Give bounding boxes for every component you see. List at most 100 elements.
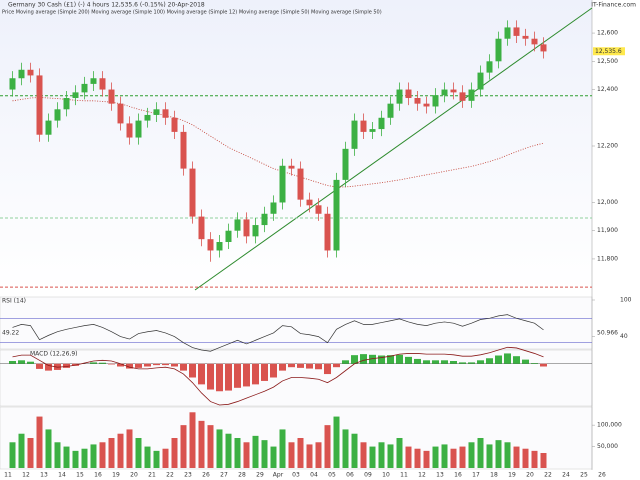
- volume-bar: [72, 450, 79, 468]
- volume-bar: [378, 442, 385, 468]
- macd-bar: [9, 361, 16, 364]
- macd-bar: [216, 363, 223, 392]
- volume-bar: [324, 425, 331, 468]
- volume-bar: [27, 438, 34, 468]
- x-tick-label: 20: [130, 472, 138, 479]
- x-tick-label: 17: [472, 472, 480, 479]
- candle-body: [486, 61, 493, 73]
- volume-bar: [90, 444, 97, 468]
- candle-body: [423, 103, 430, 107]
- candle-body: [117, 103, 124, 124]
- volume-bar: [333, 416, 340, 468]
- volume-bar: [126, 429, 133, 468]
- y-tick-label: 100,000: [597, 422, 622, 429]
- candle-body: [297, 168, 304, 200]
- volume-bar: [477, 438, 484, 468]
- candle-body: [270, 202, 277, 214]
- macd-bar: [90, 362, 97, 364]
- macd-bar: [396, 354, 403, 364]
- macd-bar: [333, 363, 340, 368]
- macd-bar: [99, 362, 106, 364]
- volume-bar: [252, 435, 259, 468]
- x-tick-label: 12: [22, 472, 30, 479]
- candle-body: [522, 35, 529, 39]
- x-tick-label: 03: [292, 472, 300, 479]
- macd-bar: [531, 363, 538, 364]
- volume-bar: [279, 429, 286, 468]
- candle-body: [342, 148, 349, 180]
- x-tick-label: 25: [580, 472, 588, 479]
- chart-title: Germany 30 Cash (£1) (-) 4 hours 12,535.…: [8, 2, 205, 9]
- volume-bar: [207, 425, 214, 468]
- candle-body: [531, 38, 538, 45]
- candle-body: [504, 27, 511, 39]
- price-panel: [0, 0, 592, 292]
- candle-body: [171, 117, 178, 132]
- macd-bar: [360, 354, 367, 364]
- macd-bar: [18, 360, 25, 364]
- macd-bar: [252, 363, 259, 385]
- x-tick-label: 13: [436, 472, 444, 479]
- candle-body: [324, 213, 331, 251]
- macd-panel: [0, 349, 593, 407]
- x-tick-label: 09: [364, 472, 372, 479]
- candle-body: [54, 109, 61, 121]
- moving-average: [12, 97, 544, 188]
- macd-bar: [513, 356, 520, 364]
- candle-body: [540, 44, 547, 52]
- macd-bar: [171, 363, 178, 367]
- x-tick-label: 26: [598, 472, 606, 479]
- macd-bar: [189, 363, 196, 378]
- macd-bar: [135, 363, 142, 368]
- macd-bar: [225, 363, 232, 391]
- candle-body: [126, 123, 133, 138]
- macd-bar: [126, 363, 133, 369]
- x-tick-label: 29: [256, 472, 264, 479]
- x-tick-label: 11: [400, 472, 408, 479]
- candle-body: [378, 117, 385, 130]
- candle-body: [333, 179, 340, 251]
- macd-bar: [27, 361, 34, 364]
- x-tick-label: 11: [4, 472, 12, 479]
- volume-bar: [459, 446, 466, 468]
- volume-bar: [540, 453, 547, 468]
- volume-panel: [0, 406, 593, 470]
- macd-bar: [207, 363, 214, 390]
- volume-bar: [531, 450, 538, 468]
- candle-body: [351, 120, 358, 149]
- candle-body: [414, 98, 421, 104]
- candle-body: [252, 225, 259, 237]
- rsi-left-value: 49.22: [2, 330, 19, 337]
- y-tick-label: 11,900: [597, 227, 618, 234]
- candle-body: [234, 219, 241, 231]
- x-tick-label: 18: [490, 472, 498, 479]
- y-tick-label: 50,000: [597, 443, 618, 450]
- volume-bar: [405, 446, 412, 468]
- macd-bar: [369, 354, 376, 364]
- macd-bar: [36, 363, 43, 369]
- volume-bar: [189, 412, 196, 468]
- volume-bar: [99, 442, 106, 468]
- volume-bar: [234, 438, 241, 468]
- volume-bar: [180, 425, 187, 468]
- volume-bar: [63, 446, 70, 468]
- y-tick-label: 100: [620, 297, 632, 304]
- trend-line: [194, 7, 593, 291]
- y-tick-label: 11,800: [597, 255, 618, 262]
- x-tick-label: 05: [328, 472, 336, 479]
- candle-body: [495, 38, 502, 62]
- volume-bar: [9, 442, 16, 468]
- volume-bar: [288, 442, 295, 468]
- y-tick-label: 12,400: [597, 86, 618, 93]
- volume-bar: [387, 444, 394, 468]
- last-price-tag: [593, 47, 625, 56]
- candle-body: [369, 129, 376, 132]
- volume-bar: [198, 420, 205, 468]
- x-tick-label: 27: [220, 472, 228, 479]
- candle-body: [36, 75, 43, 135]
- candle-body: [90, 78, 97, 84]
- x-tick-label: 23: [184, 472, 192, 479]
- volume-bar: [342, 429, 349, 468]
- candle-body: [477, 72, 484, 90]
